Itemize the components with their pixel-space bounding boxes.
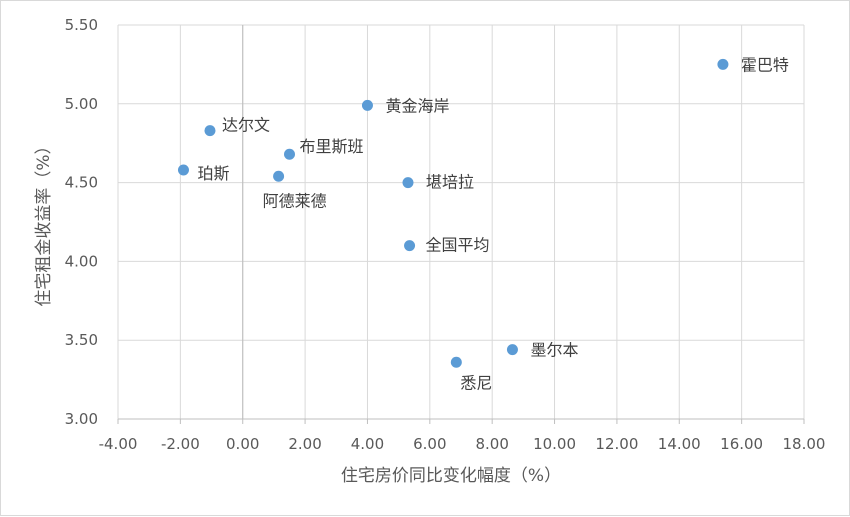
x-tick-label: 18.00 [783, 435, 826, 453]
y-tick-label: 4.50 [65, 174, 98, 192]
x-tick-label: 12.00 [595, 435, 638, 453]
data-point [506, 344, 518, 356]
x-tick-label: -4.00 [99, 435, 138, 453]
data-point [273, 170, 285, 182]
data-label: 悉尼 [460, 373, 492, 392]
data-label: 黄金海岸 [385, 96, 449, 115]
x-tick-label: 14.00 [658, 435, 701, 453]
data-label: 布里斯班 [300, 137, 364, 156]
data-point [204, 125, 216, 137]
x-tick-label: -2.00 [161, 435, 200, 453]
data-point [402, 177, 414, 189]
data-point [717, 58, 729, 70]
grid-layer [117, 24, 805, 419]
x-axis-title: 住宅房价同比变化幅度（%） [341, 466, 561, 486]
data-label: 阿德莱德 [263, 191, 327, 210]
y-axis-title: 住宅租金收益率（%） [34, 137, 54, 306]
x-tick-label: 2.00 [288, 435, 321, 453]
data-point [404, 240, 416, 252]
data-label: 珀斯 [197, 164, 229, 183]
data-label: 达尔文 [222, 116, 270, 135]
data-point [450, 356, 462, 368]
data-label: 墨尔本 [530, 341, 578, 360]
data-label: 霍巴特 [741, 55, 789, 74]
data-point [284, 148, 295, 160]
data-label: 堪培拉 [426, 173, 474, 192]
y-tick-label: 5.00 [65, 95, 98, 113]
x-tick-label: 0.00 [226, 435, 259, 453]
y-tick-label: 3.00 [65, 410, 98, 428]
axis-layer: -4.00 -2.00 0.00 2.00 4.00 6.00 8.00 10.00 12.00… [65, 16, 826, 453]
y-tick-label: 3.50 [65, 331, 98, 349]
data-point [177, 164, 189, 176]
x-tick-label: 4.00 [351, 435, 384, 453]
y-tick-label: 5.50 [65, 16, 98, 34]
x-tick-label: 16.00 [720, 435, 763, 453]
x-tick-label: 6.00 [413, 435, 446, 453]
x-tick-label: 10.00 [533, 435, 576, 453]
data-point [361, 99, 373, 111]
x-tick-label: 8.00 [475, 435, 508, 453]
data-label: 全国平均 [426, 236, 490, 255]
y-tick-label: 4.00 [65, 252, 98, 270]
